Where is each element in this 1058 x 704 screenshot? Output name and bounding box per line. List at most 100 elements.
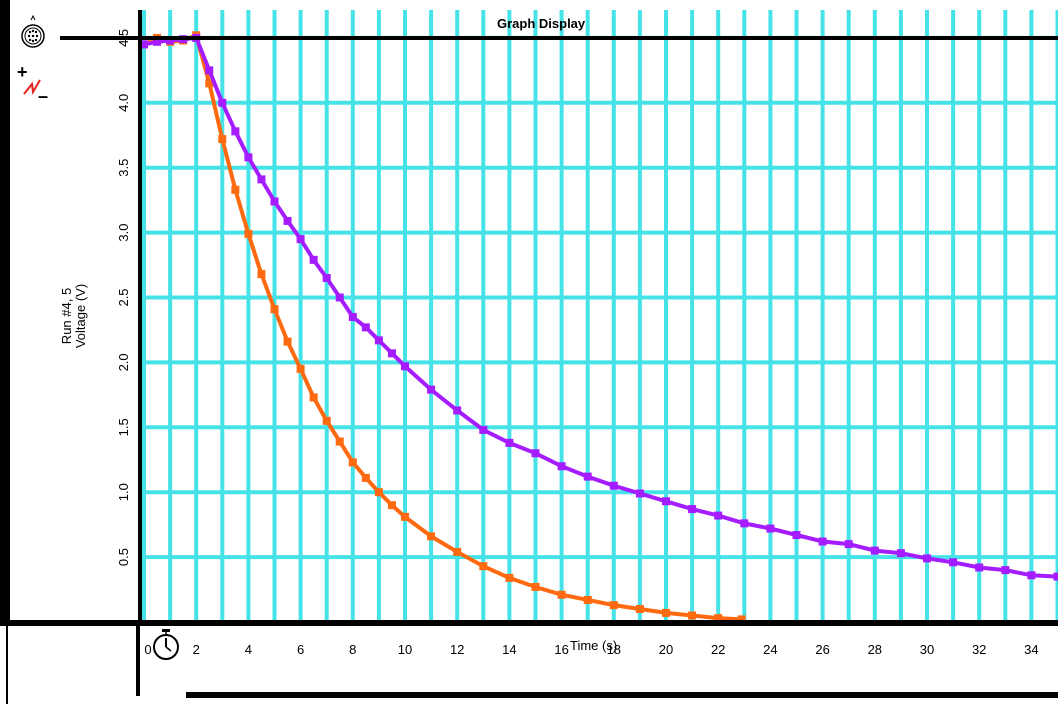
y-tick-label: 3.0 [116,224,131,242]
x-tick-label: 14 [502,642,516,657]
data-point [140,40,148,49]
data-point [1001,566,1010,575]
data-point [1027,571,1036,580]
data-point [283,337,292,346]
x-tick-label: 24 [763,642,777,657]
data-point [792,531,801,540]
data-point [309,393,318,402]
data-point [453,547,462,556]
data-point [557,590,566,599]
data-point [270,197,279,206]
x-tick-label: 2 [193,642,200,657]
x-tick-label: 26 [815,642,829,657]
x-tick-label: 18 [607,642,621,657]
data-point [401,362,409,371]
data-point [218,98,227,107]
data-point [348,312,357,321]
x-tick-label: 34 [1024,642,1038,657]
data-point [231,127,240,136]
data-point [688,611,697,620]
data-point [374,488,383,497]
stopwatch-icon[interactable] [150,628,182,667]
tick-labels: 0 2 4 6 8 10 12 14 16 18 20 22 24 26 28 30 32 340.51.01.5… [116,29,1039,657]
y-tick-label: 2.0 [116,353,131,371]
data-point [583,595,592,604]
data-point [949,558,958,567]
data-point [714,614,723,623]
data-point [270,305,279,314]
series-line [143,35,1058,579]
data-point [896,549,905,558]
top-rule [60,36,1058,40]
data-point [427,385,436,394]
data-point [818,537,827,546]
data-point [166,36,175,45]
data-point [1053,572,1058,581]
data-point [662,608,670,617]
data-point [479,562,488,571]
y-tick-label: 0.5 [116,548,131,566]
x-tick-label: 16 [554,642,568,657]
x-tick-label: 0 [144,642,151,657]
y-axis-label: Run #4, 5 Voltage (V) [59,284,88,348]
svg-text:+: + [17,62,28,82]
data-point [335,437,344,446]
data-point [231,185,240,194]
data-point [609,601,618,610]
data-point [479,425,488,434]
data-point [714,511,723,520]
x-tick-label: 8 [349,642,356,657]
bias-plus-minus-icon[interactable]: + – [16,62,56,109]
data-point [257,175,266,184]
data-point [453,406,462,415]
data-point [583,472,592,481]
data-point [662,497,670,506]
x-tick-label: 6 [297,642,304,657]
x-axis-left-border [136,626,140,696]
data-point [975,563,984,572]
y-tick-label: 1.5 [116,418,131,436]
x-axis-bottom-border [186,692,1058,698]
y-axis-label-run: Run #4, 5 [59,287,74,345]
data-point [870,546,879,555]
data-point [205,66,214,75]
data-point [688,505,697,514]
y-tick-label: 4.0 [116,94,131,112]
data-point [244,229,253,238]
data-point [218,135,227,144]
data-point [766,524,775,533]
data-point [244,153,253,162]
data-point [361,323,370,332]
data-point [322,274,331,283]
sensor-connector-icon[interactable] [20,14,46,56]
x-tick-label: 30 [920,642,934,657]
data-point [283,216,292,225]
plot-bottom-bar [0,620,1058,626]
data-point [361,473,370,482]
data-point [257,270,266,279]
data-point [609,481,618,490]
data-point [335,293,344,302]
x-tick-label: 20 [659,642,673,657]
data-point [635,489,644,498]
data-point [740,519,749,528]
series-line [143,32,742,622]
x-tick-label: 22 [711,642,725,657]
x-axis-label: Time (s) [570,638,618,653]
data-point [387,349,396,358]
x-tick-label: 10 [398,642,412,657]
data-point [557,462,566,471]
series-layer [140,31,1058,624]
data-point [427,532,436,541]
data-point [348,458,357,467]
data-point [309,255,318,264]
data-point [737,615,746,624]
graph-title: Graph Display [497,16,586,31]
x-tick-label: 32 [972,642,986,657]
x-tick-label: 28 [868,642,882,657]
y-axis-line [138,10,142,622]
data-point [322,416,331,425]
data-point [153,37,162,46]
